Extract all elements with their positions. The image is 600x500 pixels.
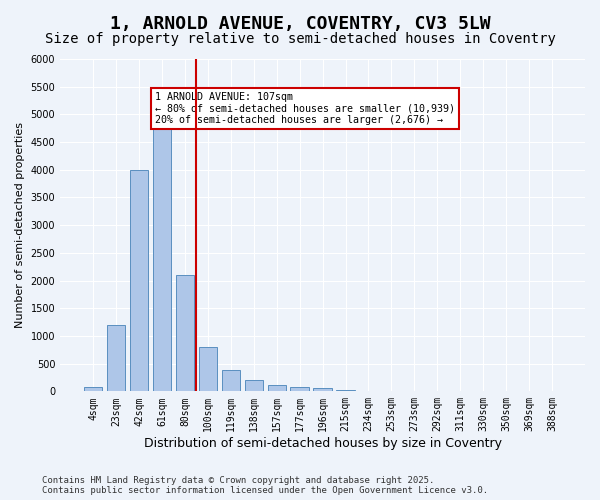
- Bar: [290, 387, 309, 392]
- Text: 1, ARNOLD AVENUE, COVENTRY, CV3 5LW: 1, ARNOLD AVENUE, COVENTRY, CV3 5LW: [110, 15, 490, 33]
- Bar: [359, 391, 377, 392]
- Text: 1 ARNOLD AVENUE: 107sqm
← 80% of semi-detached houses are smaller (10,939)
20% o: 1 ARNOLD AVENUE: 107sqm ← 80% of semi-de…: [155, 92, 455, 126]
- Bar: [221, 370, 240, 392]
- Bar: [268, 384, 286, 392]
- Bar: [176, 275, 194, 392]
- Bar: [130, 170, 148, 392]
- Bar: [245, 380, 263, 392]
- Bar: [313, 388, 332, 392]
- Bar: [153, 122, 171, 392]
- Y-axis label: Number of semi-detached properties: Number of semi-detached properties: [15, 122, 25, 328]
- Text: Size of property relative to semi-detached houses in Coventry: Size of property relative to semi-detach…: [44, 32, 556, 46]
- Text: Contains HM Land Registry data © Crown copyright and database right 2025.
Contai: Contains HM Land Registry data © Crown c…: [42, 476, 488, 495]
- Bar: [199, 347, 217, 392]
- X-axis label: Distribution of semi-detached houses by size in Coventry: Distribution of semi-detached houses by …: [143, 437, 502, 450]
- Bar: [107, 325, 125, 392]
- Bar: [84, 387, 103, 392]
- Bar: [337, 390, 355, 392]
